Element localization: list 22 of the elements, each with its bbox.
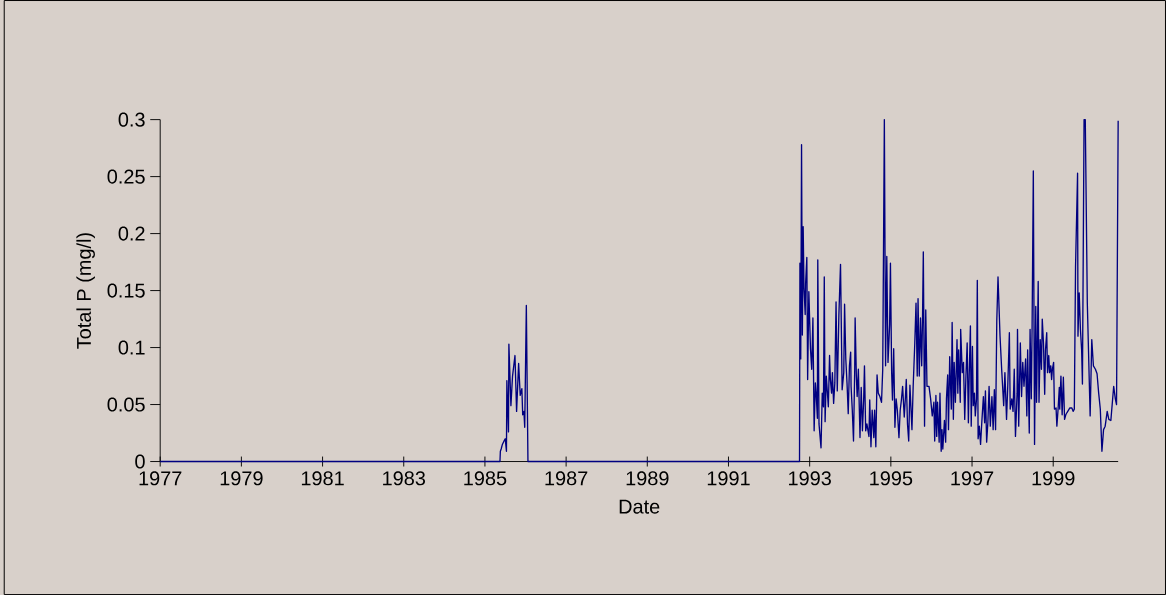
x-tick-label: 1987	[545, 471, 588, 486]
x-tick-label: 1999	[1032, 471, 1075, 486]
y-axis-title: Total P (mg/l)	[76, 233, 95, 349]
y-tick-label: 0.25	[107, 169, 145, 184]
line-series	[159, 118, 1119, 463]
y-tick-label: 0.1	[118, 340, 145, 355]
x-tick-label: 1979	[220, 471, 263, 486]
y-tick-label: 0.15	[107, 283, 145, 298]
x-tick-label: 1997	[951, 471, 994, 486]
x-tick-label: 1983	[383, 471, 426, 486]
x-tick-label: 1985	[464, 471, 507, 486]
x-axis-title: Date	[619, 499, 660, 514]
x-tick-label: 1981	[301, 471, 344, 486]
y-tick-label: 0.05	[107, 397, 145, 412]
x-tick-label: 1989	[626, 471, 669, 486]
x-tick-label: 1991	[707, 471, 750, 486]
y-tick-label: 0.2	[118, 226, 145, 241]
y-tick-label: 0.3	[118, 112, 145, 127]
x-tick-label: 1993	[789, 471, 831, 486]
x-tick-label: 1995	[870, 471, 913, 486]
x-tick-label: 1977	[139, 471, 182, 486]
y-tick-label: 0	[135, 454, 145, 469]
